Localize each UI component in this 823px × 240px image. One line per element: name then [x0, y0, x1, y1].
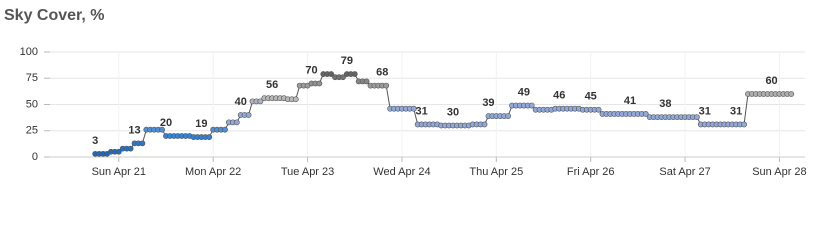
- data-label: 46: [553, 90, 565, 102]
- point: [741, 121, 747, 128]
- y-tick-label: 25: [26, 125, 38, 137]
- data-label: 45: [585, 91, 597, 103]
- point: [245, 112, 252, 118]
- x-tick-label: Sun Apr 21: [92, 166, 146, 178]
- data-label: 40: [235, 96, 247, 108]
- data-label: 31: [415, 105, 427, 117]
- data-label: 20: [160, 117, 172, 129]
- point: [481, 121, 488, 128]
- data-label: 31: [730, 105, 742, 117]
- x-tick-label: Sun Apr 28: [752, 166, 806, 178]
- point: [528, 102, 535, 109]
- y-tick-label: 100: [20, 46, 38, 58]
- point: [363, 78, 370, 85]
- data-label: 3: [92, 135, 98, 147]
- point: [127, 145, 134, 152]
- data-label: 41: [624, 95, 636, 107]
- point: [233, 119, 240, 126]
- point: [115, 148, 122, 155]
- data-label: 30: [447, 106, 459, 118]
- chart: Sky Cover, % 0 25 50 75 100 Sun Apr 21 Mon Apr…: [4, 7, 807, 178]
- point: [410, 105, 417, 112]
- data-label: 39: [482, 97, 494, 109]
- data-label: 70: [305, 64, 317, 76]
- point: [222, 126, 228, 133]
- x-tick-label: Tue Apr 23: [281, 166, 334, 178]
- data-label: 13: [128, 124, 140, 136]
- chart-title: Sky Cover, %: [4, 7, 105, 24]
- data-label: 49: [518, 86, 530, 98]
- data-label: 31: [699, 105, 711, 117]
- y-tick-label: 0: [32, 151, 38, 163]
- point: [316, 80, 323, 87]
- data-label: 79: [341, 55, 353, 67]
- point: [159, 126, 165, 133]
- data-label: 56: [266, 79, 278, 91]
- point: [693, 114, 700, 120]
- x-tick-label: Sat Apr 27: [659, 166, 710, 178]
- x-tick-label: Thu Apr 25: [469, 166, 523, 178]
- x-tick-label: Mon Apr 22: [185, 166, 241, 178]
- point: [383, 82, 390, 89]
- point: [139, 140, 146, 147]
- point: [351, 71, 358, 77]
- point: [292, 96, 299, 103]
- point: [328, 71, 335, 77]
- x-tick-label: Wed Apr 24: [373, 166, 430, 178]
- data-label: 68: [376, 67, 388, 79]
- point: [206, 134, 213, 140]
- point: [642, 111, 649, 117]
- point: [257, 98, 264, 105]
- series-line: [95, 73, 792, 155]
- data-label: 38: [659, 98, 671, 110]
- data-label: 19: [195, 118, 207, 130]
- x-tick-label: Fri Apr 26: [567, 166, 615, 178]
- point: [788, 91, 795, 97]
- data-label: 60: [765, 75, 777, 87]
- y-tick-label: 75: [26, 72, 38, 84]
- point: [340, 74, 346, 81]
- point: [595, 106, 602, 113]
- y-tick-label: 50: [26, 98, 38, 110]
- point: [505, 113, 512, 119]
